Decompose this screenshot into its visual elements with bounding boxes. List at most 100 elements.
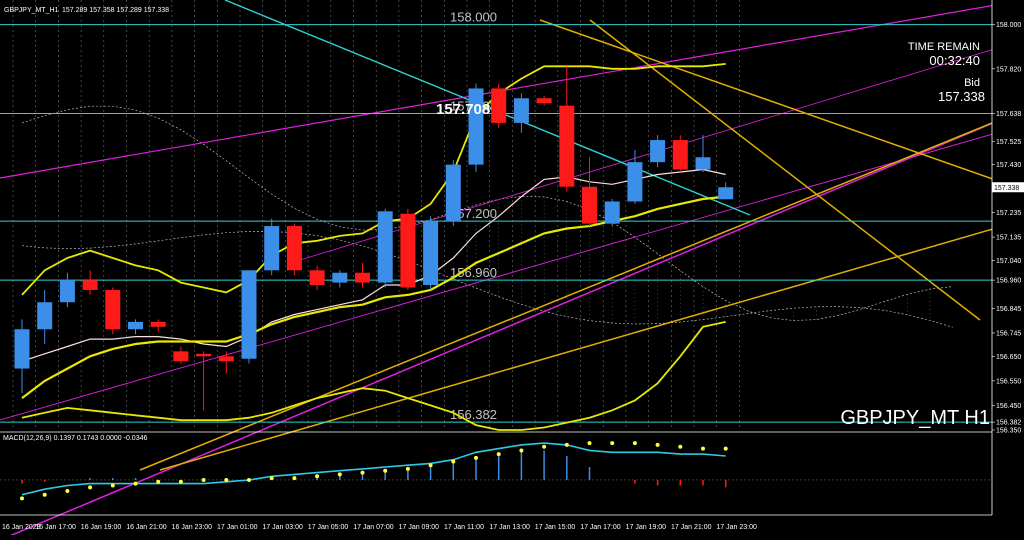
- horizontal-levels: 158.000158.000157.638157.638157.200157.2…: [0, 10, 1024, 428]
- x-tick-label: 16 Jan 21:00: [126, 524, 167, 531]
- x-tick-label: 17 Jan 23:00: [716, 524, 757, 531]
- candle-body[interactable]: [173, 351, 189, 362]
- y-tick-label: 157.430: [996, 162, 1021, 169]
- x-tick-label: 17 Jan 13:00: [489, 524, 530, 531]
- candle-body[interactable]: [468, 88, 484, 165]
- candle-body[interactable]: [445, 164, 461, 222]
- macd-signal-dot: [701, 446, 705, 451]
- macd-signal-dot: [156, 479, 161, 484]
- x-tick-label: 17 Jan 19:00: [626, 524, 667, 531]
- candle-body[interactable]: [513, 98, 529, 123]
- candle-body[interactable]: [37, 302, 53, 330]
- y-tick-label: 157.638: [996, 111, 1021, 118]
- candle-body[interactable]: [627, 162, 643, 202]
- candle-body[interactable]: [150, 321, 166, 327]
- level-label: 157.200: [450, 206, 497, 221]
- candle-body[interactable]: [650, 140, 666, 163]
- cloud-span-b: [21, 231, 953, 328]
- macd-panel-label: MACD(12,26,9) 0.1397 0.1743 0.0000 -0.03…: [3, 435, 147, 442]
- candle-body[interactable]: [423, 221, 439, 286]
- time-remain-value: 00:32:40: [929, 53, 980, 68]
- bid-label: Bid: [964, 77, 980, 89]
- candle-body[interactable]: [105, 289, 121, 330]
- candle-body[interactable]: [559, 105, 575, 187]
- macd-signal-dot: [655, 442, 660, 447]
- trendline-orange-down: [539, 19, 1024, 191]
- macd-signal-dot: [610, 441, 615, 446]
- macd-signal-dot: [383, 468, 388, 473]
- x-tick-label: 17 Jan 17:00: [580, 524, 621, 531]
- level-label: 158.000: [450, 10, 497, 25]
- candle-body[interactable]: [582, 186, 597, 224]
- x-tick-label: 17 Jan 07:00: [353, 524, 394, 531]
- candle-body[interactable]: [264, 226, 280, 271]
- macd-signal-dot: [474, 455, 478, 460]
- macd-signal-dot: [20, 496, 24, 501]
- candle-body[interactable]: [286, 226, 302, 271]
- y-tick-label: 157.525: [996, 139, 1021, 146]
- bid-price-tag: [992, 182, 1024, 193]
- macd-signal-dot: [496, 452, 501, 457]
- candle-body[interactable]: [82, 280, 98, 290]
- macd-signal-dot: [678, 444, 683, 449]
- candle-body[interactable]: [695, 157, 711, 170]
- level-label: 156.960: [450, 265, 497, 280]
- current-price-label: 157.708: [436, 101, 490, 118]
- bid-price-tag-text: 157.338: [994, 185, 1019, 192]
- x-tick-label: 17 Jan 11:00: [444, 524, 484, 531]
- candle-body[interactable]: [218, 356, 234, 362]
- candle-body[interactable]: [14, 329, 30, 369]
- macd-signal-dot: [224, 477, 229, 482]
- x-tick-label: 17 Jan 03:00: [262, 524, 303, 531]
- macd-signal-dot: [178, 479, 183, 484]
- y-tick-label: 157.820: [996, 66, 1021, 73]
- x-tick-label: 16 Jan 2023: [2, 524, 41, 531]
- x-tick-label: 17 Jan 21:00: [671, 524, 712, 531]
- cloud-span-a: [21, 105, 953, 321]
- channel-line-lower: [0, 109, 1024, 540]
- candle-body[interactable]: [604, 201, 620, 224]
- macd-signal-dot: [632, 441, 637, 446]
- macd-signal-dot: [315, 474, 320, 479]
- candle-body[interactable]: [377, 211, 393, 283]
- trendline-orange-up2: [159, 219, 1024, 471]
- y-tick-label: 156.550: [996, 378, 1021, 385]
- candle-body[interactable]: [128, 321, 143, 330]
- x-tick-label: 17 Jan 01:00: [217, 524, 258, 531]
- candle-body[interactable]: [536, 98, 552, 104]
- candle-body[interactable]: [491, 88, 507, 123]
- ma-line: [21, 63, 726, 296]
- candles[interactable]: [14, 66, 734, 411]
- candle-body[interactable]: [718, 187, 734, 200]
- price-axis-bg: [992, 0, 1024, 535]
- macd-signal-dot: [337, 472, 342, 477]
- ichimoku-cloud: [21, 105, 953, 328]
- candle-body[interactable]: [355, 272, 370, 283]
- y-tick-label: 156.650: [996, 354, 1021, 361]
- macd-signal-dot: [292, 476, 297, 481]
- symbol-watermark: GBPJPY_MT H1: [840, 407, 990, 429]
- candle-body[interactable]: [196, 353, 212, 357]
- x-tick-label: 16 Jan 17:00: [35, 524, 76, 531]
- candle-body[interactable]: [332, 272, 348, 283]
- candle-body[interactable]: [400, 213, 416, 288]
- macd-line: [21, 442, 726, 496]
- macd-signal-dot: [723, 446, 728, 451]
- candle-body[interactable]: [672, 140, 688, 170]
- macd-signal-dot: [201, 477, 206, 482]
- macd-signal-dot: [65, 489, 70, 494]
- macd-signal-dot: [88, 485, 93, 490]
- ma-line: [21, 321, 726, 431]
- candle-body[interactable]: [59, 280, 75, 303]
- channel-line-upper: [0, 0, 1024, 179]
- candle-body[interactable]: [241, 270, 257, 359]
- macd-signal-dot: [428, 463, 433, 468]
- trendline-orange-up: [139, 109, 1024, 471]
- macd-signal-dot: [360, 470, 365, 475]
- bid-value: 157.338: [938, 89, 985, 104]
- candle-body[interactable]: [309, 270, 325, 286]
